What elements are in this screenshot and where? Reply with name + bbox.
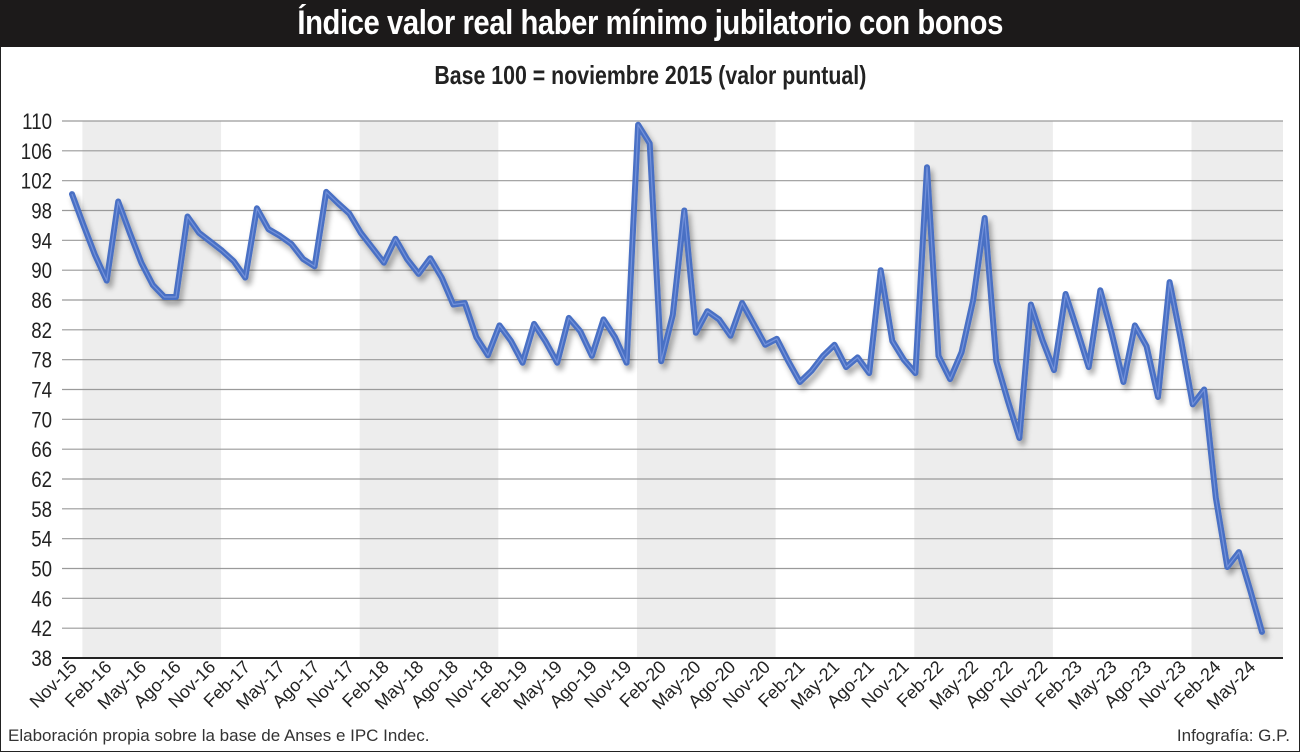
y-tick-label: 82 — [31, 320, 52, 344]
y-tick-label: 102 — [21, 170, 52, 194]
y-tick-label: 110 — [22, 111, 52, 135]
y-tick-label: 50 — [31, 558, 52, 582]
y-tick-label: 98 — [31, 200, 52, 224]
y-tick-label: 58 — [31, 499, 52, 523]
y-tick-label: 86 — [31, 290, 52, 314]
data-line-highlight — [71, 124, 1263, 633]
y-tick-label: 78 — [31, 349, 52, 373]
source-note: Elaboración propia sobre la base de Anse… — [8, 726, 430, 745]
y-tick-label: 94 — [31, 230, 52, 254]
y-tick-label: 38 — [31, 648, 52, 672]
y-tick-label: 46 — [31, 588, 52, 612]
chart-title: Índice valor real haber mínimo jubilator… — [0, 0, 1300, 47]
chart-title-text: Índice valor real haber mínimo jubilator… — [297, 4, 1003, 42]
chart-subtitle: Base 100 = noviembre 2015 (valor puntual… — [0, 60, 1300, 91]
y-tick-label: 70 — [31, 409, 52, 433]
y-tick-label: 66 — [31, 439, 52, 463]
y-tick-label: 62 — [31, 469, 52, 493]
y-tick-label: 90 — [31, 260, 52, 284]
chart-subtitle-text: Base 100 = noviembre 2015 (valor puntual… — [434, 60, 866, 90]
y-tick-label: 54 — [31, 528, 52, 552]
y-tick-label: 74 — [31, 379, 52, 403]
y-tick-label: 106 — [21, 141, 52, 165]
y-tick-label: 42 — [31, 618, 52, 642]
credit-note: Infografía: G.P. — [1176, 726, 1290, 745]
